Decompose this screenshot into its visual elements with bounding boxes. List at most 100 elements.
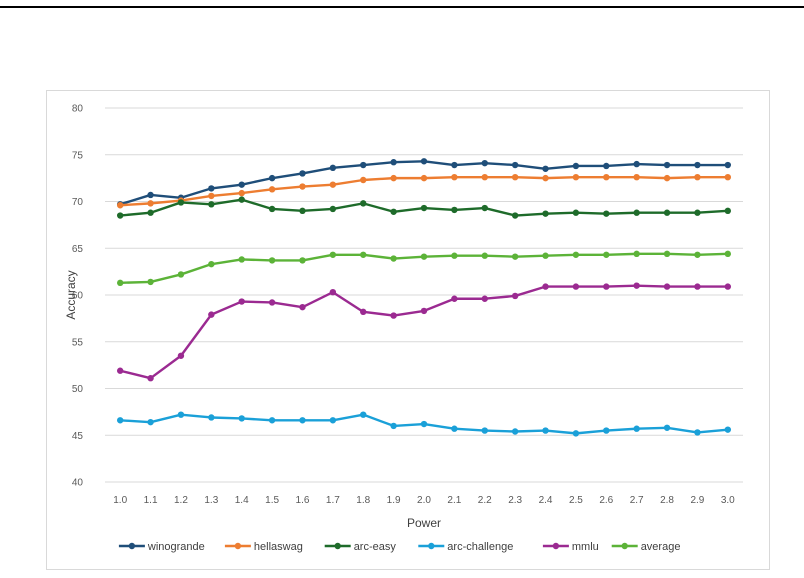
data-point <box>360 251 367 258</box>
legend-swatch-marker <box>128 542 136 550</box>
y-tick-label: 45 <box>72 431 84 442</box>
data-point <box>542 174 549 182</box>
data-point <box>390 312 397 319</box>
data-point <box>116 212 124 219</box>
data-point <box>390 174 397 182</box>
data-point <box>268 299 276 306</box>
series-winogrande <box>116 158 732 208</box>
data-point <box>603 210 610 217</box>
legend-swatch-marker <box>234 542 242 550</box>
legend-item-arc-easy: arc-easy <box>324 541 396 553</box>
data-point <box>542 165 549 172</box>
data-point <box>360 308 367 316</box>
data-point <box>147 375 154 382</box>
data-point <box>603 162 610 170</box>
data-point <box>268 257 276 264</box>
x-tick-label: 2.1 <box>447 495 461 506</box>
data-point <box>238 196 245 203</box>
data-point <box>451 173 458 181</box>
data-point <box>511 428 519 435</box>
data-point <box>208 185 215 192</box>
data-point <box>147 418 154 426</box>
data-point <box>329 181 337 188</box>
data-point <box>603 283 610 290</box>
data-point <box>542 427 549 434</box>
data-point <box>116 202 124 209</box>
data-point <box>177 199 185 206</box>
legend-label: average <box>641 541 681 553</box>
data-point <box>208 414 215 421</box>
x-tick-label: 1.9 <box>387 495 401 506</box>
x-tick-label: 2.7 <box>630 495 644 506</box>
data-point <box>329 251 337 258</box>
x-tick-label: 2.5 <box>569 495 583 506</box>
legend-swatch-marker <box>552 542 560 550</box>
x-tick-label: 2.9 <box>690 495 704 506</box>
x-tick-label: 1.3 <box>204 495 218 506</box>
data-point <box>116 417 124 424</box>
x-tick-label: 1.8 <box>356 495 370 506</box>
data-point <box>572 430 580 437</box>
data-point <box>603 427 610 434</box>
legend-label: hellaswag <box>254 541 303 553</box>
legend-swatch-marker <box>334 542 341 550</box>
x-tick-label: 2.4 <box>539 495 553 506</box>
data-point <box>694 251 701 258</box>
data-point <box>572 162 580 170</box>
data-point <box>299 170 306 177</box>
series-average <box>116 250 732 287</box>
data-point <box>177 271 185 278</box>
y-tick-label: 50 <box>72 384 84 395</box>
data-point <box>724 173 732 181</box>
data-point <box>633 250 640 258</box>
data-point <box>481 173 488 181</box>
data-point <box>663 283 671 290</box>
x-tick-label: 1.2 <box>174 495 188 506</box>
data-point <box>481 204 488 212</box>
x-tick-label: 1.6 <box>296 495 310 506</box>
y-tick-label: 40 <box>72 478 84 489</box>
data-point <box>420 174 428 182</box>
data-point <box>420 420 428 428</box>
data-point <box>420 307 428 315</box>
legend-item-winogrande: winogrande <box>118 541 205 553</box>
data-point <box>663 209 671 216</box>
data-point <box>147 209 154 216</box>
y-tick-label: 70 <box>72 197 84 208</box>
data-point <box>420 158 428 165</box>
data-point <box>724 426 732 433</box>
data-point <box>299 183 306 190</box>
data-point <box>116 367 124 374</box>
legend-item-mmlu: mmlu <box>542 541 599 553</box>
data-point <box>208 311 215 318</box>
series-mmlu <box>116 282 732 382</box>
data-point <box>663 161 671 169</box>
series-arc-challenge <box>116 411 732 437</box>
data-point <box>268 174 276 182</box>
data-point <box>268 417 276 424</box>
legend-item-hellaswag: hellaswag <box>224 541 303 553</box>
data-point <box>633 173 640 181</box>
data-point <box>511 253 519 260</box>
x-tick-label: 1.1 <box>144 495 158 506</box>
data-point <box>268 205 276 213</box>
x-tick-labels: 1.0 1.1 1.2 1.3 1.4 1.5 1.6 1.7 1.8 1.9 2.0 2.1 2.2 2… <box>113 495 735 506</box>
data-point <box>360 411 367 418</box>
data-point <box>329 288 337 296</box>
data-point <box>299 257 306 264</box>
data-point <box>724 250 732 258</box>
x-tick-label: 1.5 <box>265 495 279 506</box>
data-point <box>572 251 580 258</box>
data-point <box>542 283 549 290</box>
data-point <box>694 209 701 216</box>
data-point <box>208 192 215 200</box>
x-tick-label: 2.0 <box>417 495 431 506</box>
data-point <box>238 189 245 197</box>
x-tick-label: 1.4 <box>235 495 249 506</box>
data-point <box>451 295 458 302</box>
data-point <box>147 191 154 199</box>
data-point <box>329 417 337 424</box>
data-point <box>238 181 245 188</box>
data-point <box>603 251 610 258</box>
data-point <box>511 173 519 181</box>
